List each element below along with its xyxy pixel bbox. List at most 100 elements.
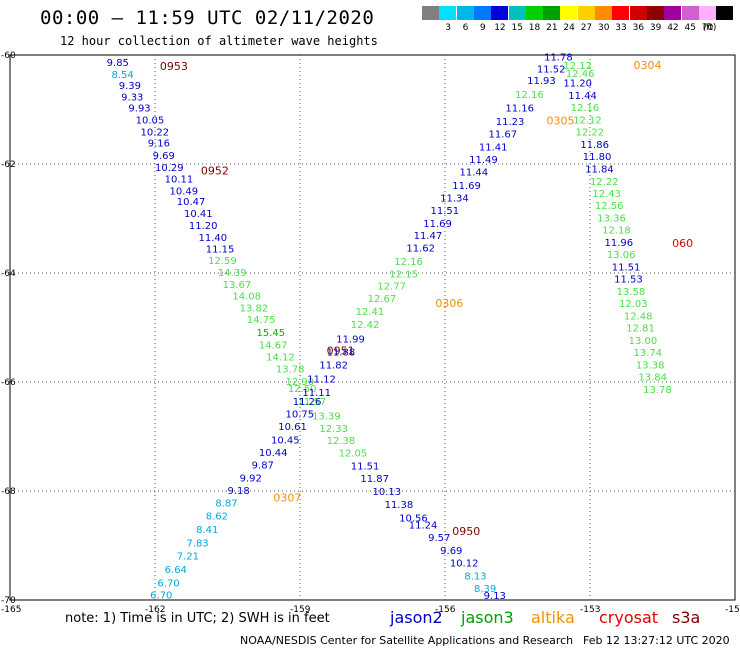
wave-height-value: 11.34 bbox=[440, 193, 469, 204]
page-subtitle: 12 hour collection of altimeter wave hei… bbox=[60, 34, 378, 48]
wave-height-value: 11.15 bbox=[206, 245, 235, 256]
lon-tick-label: -15 bbox=[725, 605, 740, 615]
wave-height-value: 11.51 bbox=[612, 263, 641, 274]
wave-height-value: 8.13 bbox=[464, 572, 486, 583]
wave-height-value: 12.16 bbox=[394, 257, 423, 268]
wave-height-value: 6.70 bbox=[150, 591, 172, 602]
lon-tick-label: -159 bbox=[290, 605, 311, 615]
pass-time-label: 0950 bbox=[452, 525, 480, 538]
wave-height-value: 13.39 bbox=[312, 411, 341, 422]
wave-height-value: 12.46 bbox=[566, 69, 595, 80]
legend-swatch bbox=[629, 6, 647, 20]
wave-height-value: 10.61 bbox=[278, 422, 307, 433]
legend-swatch bbox=[577, 6, 595, 20]
wave-height-value: 11.62 bbox=[406, 243, 435, 254]
wave-height-value: 11.80 bbox=[583, 152, 612, 163]
wave-height-value: 11.38 bbox=[385, 500, 414, 511]
pass-time-label: 0304 bbox=[634, 59, 662, 72]
legend-tick-label: 30 bbox=[598, 23, 610, 33]
wave-height-value: 11.86 bbox=[580, 140, 609, 151]
wave-height-value: 12.90 bbox=[286, 377, 315, 388]
wave-height-value: 12.81 bbox=[626, 324, 655, 335]
wave-height-value: 9.85 bbox=[107, 58, 129, 69]
wave-height-value: 9.69 bbox=[153, 151, 175, 162]
wave-height-value: 14.08 bbox=[232, 291, 261, 302]
satellite-name: altika bbox=[531, 608, 575, 627]
wave-height-value: 12.12 bbox=[573, 115, 602, 126]
wave-height-value: 11.99 bbox=[336, 334, 365, 345]
legend-tick-label: 27 bbox=[580, 23, 593, 33]
wave-height-value: 12.38 bbox=[327, 436, 356, 447]
wave-height-value: 11.87 bbox=[360, 474, 389, 485]
legend-swatch bbox=[716, 6, 734, 20]
wave-height-value: 10.45 bbox=[271, 435, 300, 446]
legend-swatch bbox=[508, 6, 526, 20]
wave-height-value: 9.39 bbox=[119, 81, 141, 92]
wave-height-tracks: 9.858.549.399.339.9310.0510.229.169.6910… bbox=[107, 53, 672, 602]
legend-tick-label: 21 bbox=[546, 23, 558, 33]
legend-swatch bbox=[646, 6, 664, 20]
wave-height-value: 9.57 bbox=[428, 533, 450, 544]
wave-height-value: 11.24 bbox=[409, 520, 438, 531]
legend-tick-label: 39 bbox=[649, 23, 662, 33]
wave-height-value: 10.49 bbox=[170, 186, 199, 197]
wave-height-value: 10.56 bbox=[399, 513, 428, 524]
axis-labels: -60 -62 -64 -66 -68 -70-165 -162 -159 -156 -153 -1… bbox=[1, 51, 740, 615]
track-b: 6.706.70 6.64 7.21 7.83 8.41 8.62 8.87 9.18 9.92… bbox=[150, 53, 573, 602]
legend-tick-label: 42 bbox=[667, 23, 679, 33]
legend-tick-label: 6 bbox=[462, 23, 469, 33]
wave-height-value: 12.77 bbox=[377, 282, 406, 293]
wave-height-value: 11.44 bbox=[568, 91, 597, 102]
wave-height-value: 8.62 bbox=[206, 512, 228, 523]
wave-height-value: 11.78 bbox=[544, 53, 573, 64]
wave-height-value: 12.43 bbox=[592, 189, 621, 200]
lat-tick-label: -70 bbox=[1, 596, 16, 606]
legend-swatch bbox=[612, 6, 630, 20]
map-border bbox=[9, 54, 736, 601]
wave-height-value: 14.39 bbox=[218, 268, 247, 279]
pass-time-label: 0307 bbox=[273, 492, 301, 505]
credit-text: NOAA/NESDIS Center for Satellite Applica… bbox=[240, 634, 574, 647]
wave-height-value: 11.12 bbox=[307, 374, 336, 385]
wave-height-value: 15.45 bbox=[257, 328, 286, 339]
legend-swatch bbox=[491, 6, 509, 20]
wave-height-value: 11.44 bbox=[460, 168, 489, 179]
wave-height-value: 12.42 bbox=[351, 320, 380, 331]
wave-height-value: 11.49 bbox=[469, 155, 498, 166]
wave-height-value: 9.69 bbox=[440, 546, 462, 557]
wave-height-value: 11.26 bbox=[293, 397, 322, 408]
legend-tick-label: 9 bbox=[479, 23, 486, 33]
wave-height-value: 11.67 bbox=[489, 130, 518, 141]
legend-swatch bbox=[422, 6, 439, 20]
wave-height-value: 11.23 bbox=[496, 117, 525, 128]
legend-swatch bbox=[473, 6, 491, 20]
lat-tick-label: -68 bbox=[1, 487, 16, 497]
wave-height-value: 14.67 bbox=[259, 340, 288, 351]
satellite-name: jason3 bbox=[461, 608, 514, 627]
lon-tick-label: -165 bbox=[1, 605, 21, 615]
wave-height-value: 11.57 bbox=[298, 397, 327, 408]
legend-tick-label: 24 bbox=[563, 23, 575, 33]
wave-height-value: 12.05 bbox=[339, 448, 368, 459]
wave-height-value: 11.53 bbox=[614, 275, 643, 286]
legend-tick-label: 45 bbox=[684, 23, 696, 33]
legend-unit: (ft) bbox=[702, 23, 717, 33]
footer-note: note: 1) Time is in UTC; 2) SWH is in fe… bbox=[65, 611, 330, 626]
wave-height-value: 9.92 bbox=[240, 473, 262, 484]
wave-height-value: 11.40 bbox=[199, 233, 228, 244]
wave-height-value: 12.18 bbox=[602, 225, 631, 236]
wave-height-value: 12.50 bbox=[288, 384, 317, 395]
wave-height-value: 12.41 bbox=[356, 307, 385, 318]
wave-height-value: 11.88 bbox=[327, 348, 356, 359]
legend-swatch bbox=[681, 6, 699, 20]
wave-height-value: 14.75 bbox=[247, 315, 276, 326]
wave-height-value: 13.74 bbox=[634, 348, 663, 359]
pass-time-label: 0951 bbox=[327, 344, 355, 357]
legend-tick-label: 3 bbox=[445, 23, 452, 33]
wave-height-value: 13.78 bbox=[643, 385, 672, 396]
wave-height-value: 9.13 bbox=[484, 591, 506, 602]
legend-swatch bbox=[543, 6, 561, 20]
legend-swatch bbox=[664, 6, 682, 20]
wave-height-value: 13.00 bbox=[629, 336, 658, 347]
legend-tick-label: 70 bbox=[701, 23, 714, 33]
